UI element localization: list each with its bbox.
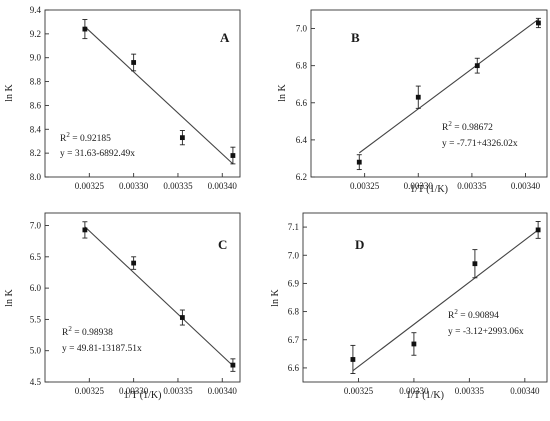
y-tick-label: 5.0 (30, 346, 42, 356)
y-tick-label: 6.8 (296, 61, 308, 71)
y-tick-label: 7.1 (288, 222, 299, 232)
y-tick-label: 6.5 (30, 252, 42, 262)
data-point (230, 362, 236, 368)
data-point (415, 94, 421, 100)
y-tick-label: 9.4 (30, 5, 42, 15)
panel-a: 8.0 8.2 8.4 8.6 8.8 9.0 9.2 9.4 0.00325 0.00330 0.… (4, 5, 241, 191)
x-tick-label: 0.00340 (511, 181, 541, 191)
panel-c: 4.5 5.0 5.5 6.0 6.5 7.0 0.00325 0.00330 0.00335 0… (4, 212, 241, 401)
x-axis-label: 1/T (1/K) (406, 390, 444, 401)
y-tick-label: 9.0 (30, 53, 42, 63)
x-tick-label: 0.00335 (163, 181, 193, 191)
data-point (472, 261, 478, 267)
plot-frame (302, 212, 548, 383)
y-axis-label: ln K (4, 83, 15, 101)
data-point (536, 20, 541, 26)
x-tick-label: 0.00335 (163, 386, 193, 396)
y-tick-label: 7.0 (288, 250, 300, 260)
fit-line (84, 226, 234, 367)
x-tick-label: 0.00330 (119, 181, 149, 191)
y-tick-label: 5.5 (30, 314, 42, 324)
x-tick-label: 0.00340 (510, 386, 540, 396)
x-tick-label: 0.00340 (208, 181, 238, 191)
r-squared-label: R2 = 0.98672 (442, 120, 493, 133)
data-point (230, 153, 236, 158)
y-tick-label: 6.9 (288, 278, 300, 288)
x-tick-label: 0.00330 (399, 386, 429, 396)
x-tick-label: 0.00325 (350, 181, 380, 191)
y-tick-label: 4.5 (30, 377, 42, 387)
y-axis-label: ln K (270, 288, 281, 306)
panel-label: A (220, 30, 230, 45)
panel-b: 6.2 6.4 6.6 6.8 7.0 0.00325 0.00330 0.00335 0.00… (277, 9, 548, 195)
regression-equation: y = -3.12+2993.06x (448, 327, 524, 337)
y-tick-label: 6.0 (30, 283, 42, 293)
fit-line (358, 18, 539, 154)
data-point (82, 227, 88, 233)
regression-equation: y = 49.81-13187.51x (62, 344, 142, 354)
regression-equation: y = -7.71+4326.02x (442, 139, 518, 149)
data-point (179, 135, 185, 141)
y-tick-label: 8.6 (30, 100, 42, 110)
y-tick-label: 7.0 (30, 221, 42, 231)
x-tick-label: 0.00340 (208, 386, 238, 396)
y-tick-label: 8.4 (30, 124, 42, 134)
y-axis-label: ln K (277, 83, 288, 101)
data-point (82, 26, 88, 32)
y-tick-label: 6.6 (296, 98, 308, 108)
data-point (350, 357, 356, 362)
x-tick-label: 0.00330 (119, 386, 149, 396)
y-tick-label: 8.0 (30, 172, 42, 182)
panel-d: 6.6 6.7 6.8 6.9 7.0 7.1 0.00325 0.00330 0.00335 0… (270, 212, 548, 401)
panel-label: B (351, 30, 360, 45)
plot-frame (44, 9, 241, 178)
y-axis-label: ln K (4, 288, 15, 306)
x-tick-label: 0.00330 (404, 181, 434, 191)
x-tick-label: 0.00325 (344, 386, 374, 396)
x-tick-label: 0.00335 (457, 181, 487, 191)
r-squared-label: R2 = 0.90894 (448, 308, 499, 321)
data-point (535, 227, 541, 233)
plot-frame (44, 212, 241, 383)
y-tick-label: 6.2 (296, 172, 307, 182)
x-tick-label: 0.00325 (75, 181, 105, 191)
y-tick-label: 6.7 (288, 335, 300, 345)
y-tick-label: 6.6 (288, 363, 300, 373)
fit-line (352, 229, 539, 372)
panel-label: C (218, 237, 227, 252)
y-tick-label: 6.4 (296, 135, 308, 145)
plot-frame (310, 9, 548, 178)
panel-label: D (355, 237, 364, 252)
data-point (356, 159, 362, 165)
data-point (131, 260, 137, 266)
y-tick-label: 6.8 (288, 307, 300, 317)
x-tick-label: 0.00325 (75, 386, 105, 396)
y-tick-label: 9.2 (30, 29, 41, 39)
fit-line (84, 26, 234, 165)
y-tick-label: 7.0 (296, 24, 308, 34)
data-point (131, 60, 137, 65)
data-point (179, 315, 185, 320)
y-tick-label: 8.2 (30, 148, 41, 158)
x-axis-label: 1/T (1/K) (410, 184, 448, 195)
x-axis-label: 1/T (1/K) (124, 390, 162, 401)
regression-equation: y = 31.63-6892.49x (60, 149, 135, 159)
r-squared-label: R2 = 0.98938 (62, 325, 113, 338)
x-tick-label: 0.00335 (455, 386, 485, 396)
y-tick-label: 8.8 (30, 77, 42, 87)
data-point (474, 63, 480, 69)
r-squared-label: R2 = 0.92185 (60, 131, 111, 144)
data-point (411, 341, 417, 347)
